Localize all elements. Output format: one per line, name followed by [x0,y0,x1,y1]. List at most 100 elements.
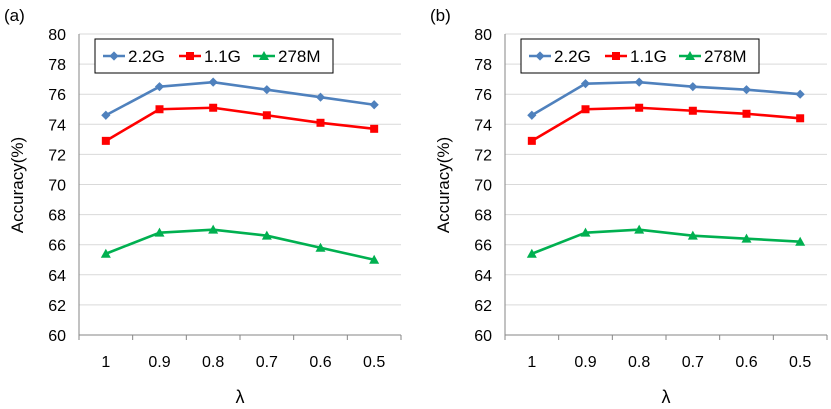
data-point-278M [741,233,752,243]
x-tick-label: 0.6 [309,354,331,371]
data-point-2.2G [634,77,644,87]
y-tick-label: 62 [48,298,66,315]
plot-area: 60 62 64 66 68 70 72 74 76 78 80 1 0.9 0.8 0.7 0.6 0.5 [48,27,402,371]
y-tick-label: 74 [474,117,492,134]
x-tick-label: 0.5 [789,354,811,371]
y-axis-label: Accuracy(%) [434,137,453,233]
y-tick-label: 74 [48,117,66,134]
x-tick-label: 1 [527,354,536,371]
y-tick-label: 60 [48,328,66,345]
legend-label: 2.2G [554,47,591,66]
data-point-1.1G [370,124,379,133]
data-point-2.2G [741,85,752,95]
data-point-1.1G [262,111,271,120]
series-line-278M [531,228,801,255]
data-point-278M [315,242,326,252]
data-point-1.1G [581,105,590,114]
data-point-1.1G [635,103,644,112]
legend: 2.2G 1.1G 278M [520,38,760,74]
data-point-1.1G [101,136,110,145]
y-tick-label: 80 [474,27,492,44]
y-tick-label: 68 [474,208,492,225]
data-point-278M [208,224,219,234]
series-line-2.2G [531,80,801,117]
x-axis-label: λ [662,387,671,407]
x-tick-label: 0.8 [628,354,650,371]
y-tick-label: 72 [474,147,492,164]
data-point-1.1G [527,136,536,145]
y-tick-label: 80 [48,27,66,44]
data-point-1.1G [316,118,325,127]
data-point-278M [687,230,698,240]
y-tick-label: 76 [48,87,66,104]
x-tick-label: 0.7 [682,354,704,371]
data-point-1.1G [796,114,805,123]
legend-marker-278M [685,51,695,60]
x-tick-label: 0.5 [363,354,385,371]
y-tick-label: 76 [474,87,492,104]
x-tick-label: 0.6 [735,354,757,371]
data-point-2.2G [262,85,272,95]
data-point-2.2G [315,92,326,102]
y-tick-label: 66 [48,238,66,255]
legend-label: 1.1G [630,47,667,66]
x-axis-label: λ [236,387,245,407]
x-tick-label: 0.9 [148,354,170,371]
y-tick-label: 64 [474,268,492,285]
y-tick-label: 78 [474,57,492,74]
data-point-278M [634,224,645,234]
y-tick-label: 78 [48,57,66,74]
data-point-2.2G [101,110,111,120]
legend: 2.2G 1.1G 278M [94,38,334,74]
data-point-278M [100,248,111,258]
legend-marker-1.1G [612,52,620,60]
y-tick-label: 70 [48,178,66,195]
series-line-278M [105,228,375,262]
data-point-278M [261,230,272,240]
y-tick-label: 66 [474,238,492,255]
x-tick-label: 0.9 [574,354,596,371]
legend-label: 278M [704,47,747,66]
plot-area: 60 62 64 66 68 70 72 74 76 78 80 1 0.9 0.8 0.7 0.6 0.5 [474,27,828,371]
data-point-278M [580,227,591,237]
legend-marker-278M [259,51,269,60]
legend-label: 1.1G [204,47,241,66]
y-tick-label: 70 [474,178,492,195]
x-tick-label: 1 [101,354,110,371]
legend-label: 2.2G [128,47,165,66]
y-tick-label: 62 [474,298,492,315]
data-point-2.2G [580,79,591,89]
chart-panel-b: (b) Accuracy(%) λ 60 62 64 66 68 70 72 74 76 78 80… [430,6,828,407]
data-point-2.2G [154,82,165,92]
panel-label: (a) [4,6,25,25]
legend-box [94,38,334,74]
data-point-1.1G [742,109,751,118]
series-line-1.1G [105,106,375,142]
data-point-2.2G [208,77,218,87]
y-tick-label: 60 [474,328,492,345]
data-point-2.2G [527,110,537,120]
y-axis-label: Accuracy(%) [8,137,27,233]
data-point-2.2G [369,100,379,110]
legend-box [520,38,760,74]
x-tick-label: 0.8 [202,354,224,371]
data-point-1.1G [209,103,218,112]
data-point-1.1G [688,106,697,115]
series-line-1.1G [531,106,801,142]
legend-label: 278M [278,47,321,66]
legend-marker-1.1G [186,52,194,60]
panel-label: (b) [430,6,451,25]
legend-marker-2.2G [535,51,545,61]
y-tick-label: 72 [48,147,66,164]
data-point-278M [154,227,165,237]
chart-panel-a: (a) Accuracy(%) λ 60 62 64 66 68 70 72 74 76 78 80… [4,6,402,407]
y-tick-label: 64 [48,268,66,285]
data-point-278M [369,254,380,264]
series-line-2.2G [105,80,375,117]
data-point-278M [795,236,806,246]
y-tick-label: 68 [48,208,66,225]
data-point-278M [526,248,537,258]
data-point-1.1G [155,105,164,114]
x-tick-label: 0.7 [256,354,278,371]
